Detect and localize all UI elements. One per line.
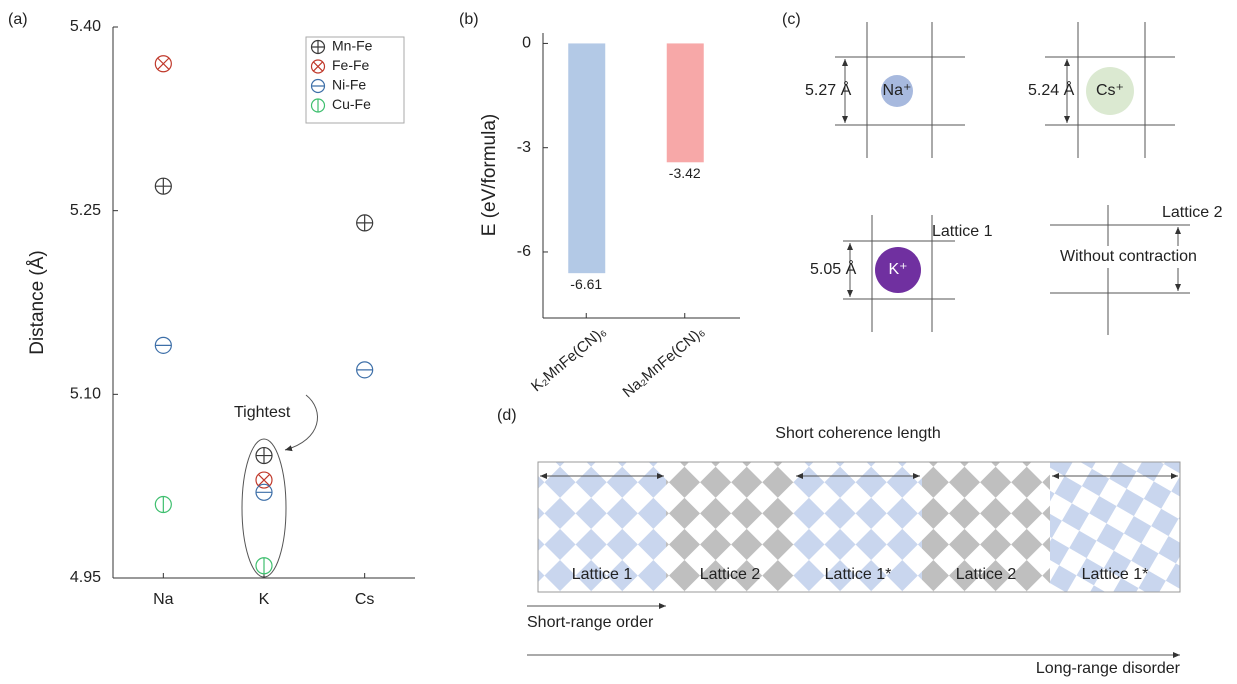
x-tick-label: K bbox=[259, 591, 270, 608]
tile-label: Lattice 1* bbox=[1082, 566, 1149, 583]
y-tick-label: 5.25 bbox=[70, 202, 101, 219]
y-tick-label: 4.95 bbox=[70, 569, 101, 586]
tile-label: Lattice 1* bbox=[825, 566, 892, 583]
x-tick-label: Na bbox=[153, 591, 174, 608]
y-axis-label: E (eV/formula) bbox=[479, 114, 500, 236]
annotation: Without contraction bbox=[1060, 248, 1197, 265]
y-tick-label: -6 bbox=[517, 243, 531, 260]
legend-label: Cu-Fe bbox=[332, 96, 371, 112]
annotation: Short-range order bbox=[527, 614, 654, 631]
ion-label: K⁺ bbox=[888, 261, 907, 278]
marker bbox=[155, 497, 171, 513]
annotation: Tightest bbox=[234, 404, 291, 421]
y-tick-label: 0 bbox=[522, 35, 531, 52]
y-axis-label: Distance (Å) bbox=[27, 250, 48, 355]
panel-label: (a) bbox=[8, 11, 28, 28]
x-tick-label: K₂MnFe(CN)₆ bbox=[528, 323, 609, 395]
distance-label: 5.27 Å bbox=[805, 80, 852, 99]
tile-label: Lattice 2 bbox=[700, 566, 761, 583]
marker bbox=[256, 484, 272, 500]
annotation: Long-range disorder bbox=[1036, 660, 1181, 677]
marker bbox=[256, 448, 272, 464]
distance-label: 5.05 Å bbox=[810, 259, 857, 278]
ion-label: Cs⁺ bbox=[1096, 82, 1124, 99]
x-tick-label: Na₂MnFe(CN)₆ bbox=[620, 323, 708, 401]
panel-label: (c) bbox=[782, 11, 801, 28]
ion-label: Na⁺ bbox=[883, 82, 912, 99]
y-tick-label: -3 bbox=[517, 139, 531, 156]
value-label: -3.42 bbox=[669, 165, 701, 181]
marker bbox=[256, 472, 272, 488]
marker bbox=[357, 215, 373, 231]
grid bbox=[1050, 205, 1190, 335]
y-tick-label: 5.40 bbox=[70, 18, 101, 35]
x-tick-label: Cs bbox=[355, 591, 375, 608]
lattice-label: Lattice 2 bbox=[1162, 204, 1223, 221]
legend-marker bbox=[312, 41, 325, 54]
legend-label: Mn-Fe bbox=[332, 38, 373, 54]
bar bbox=[667, 43, 704, 162]
lattice-label: Lattice 1 bbox=[932, 223, 993, 240]
marker bbox=[155, 56, 171, 72]
figure: (a) (b) (c) (d) Tightest 5.27 Å Na⁺ 5.24… bbox=[0, 0, 1237, 679]
distance-label: 5.24 Å bbox=[1028, 80, 1075, 99]
lattice-diagram: 5.27 Å Na⁺ 5.24 Å Cs⁺ 5.05 Å K⁺ Lattice … bbox=[805, 22, 1223, 335]
y-tick-label: 5.10 bbox=[70, 386, 101, 403]
marker bbox=[155, 337, 171, 353]
marker bbox=[256, 558, 272, 574]
legend-label: Fe-Fe bbox=[332, 57, 370, 73]
annotation: Short coherence length bbox=[775, 425, 940, 442]
panel-label: (d) bbox=[497, 407, 517, 424]
tile-label: Lattice 1 bbox=[572, 566, 633, 583]
bar bbox=[568, 43, 605, 273]
legend-label: Ni-Fe bbox=[332, 77, 366, 93]
marker bbox=[357, 362, 373, 378]
value-label: -6.61 bbox=[570, 276, 602, 292]
coherence-diagram: Lattice 1 Lattice 2 Lattice 1* Lattice 2… bbox=[527, 425, 1181, 677]
marker bbox=[155, 178, 171, 194]
tile-label: Lattice 2 bbox=[956, 566, 1017, 583]
panel-label: (b) bbox=[459, 11, 479, 28]
